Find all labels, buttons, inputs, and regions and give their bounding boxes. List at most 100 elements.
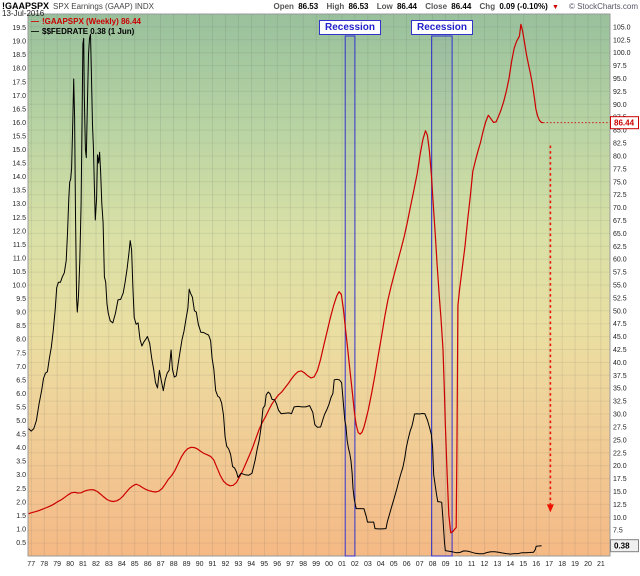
left-axis-labels: 0.5 1.0 1.5 2.0 2.5 3.0 3.5 4.0 4.5 5.0 5.5 6.0 6.5 7… — [12, 25, 26, 547]
svg-text:09: 09 — [442, 561, 450, 568]
svg-text:18.5: 18.5 — [12, 52, 26, 59]
svg-text:97.5: 97.5 — [613, 63, 627, 70]
svg-text:11.5: 11.5 — [13, 242, 26, 249]
svg-text:12.5: 12.5 — [613, 502, 627, 509]
svg-text:7.5: 7.5 — [613, 528, 623, 535]
svg-text:6.0: 6.0 — [16, 391, 26, 398]
svg-text:85.0: 85.0 — [613, 128, 627, 135]
svg-text:87: 87 — [157, 561, 165, 568]
svg-text:67.5: 67.5 — [613, 218, 627, 225]
svg-text:15: 15 — [519, 561, 527, 568]
high-label: High — [326, 2, 345, 11]
svg-text:6.5: 6.5 — [16, 377, 26, 384]
close-value: 86.44 — [451, 2, 472, 11]
legend-item-gaapspx: — !GAAPSPX (Weekly) 86.44 — [31, 17, 141, 27]
svg-text:32.5: 32.5 — [613, 399, 627, 406]
legend-item-fedrate: — $$FEDRATE 0.38 (1 Jun) — [31, 27, 141, 37]
svg-text:102.5: 102.5 — [613, 37, 631, 44]
svg-text:100.0: 100.0 — [613, 50, 631, 57]
svg-text:8.0: 8.0 — [16, 337, 26, 344]
svg-text:14.0: 14.0 — [12, 174, 26, 181]
last-value-tag-text: 86.44 — [614, 119, 635, 128]
high-value: 86.53 — [348, 2, 369, 11]
svg-text:16: 16 — [532, 561, 540, 568]
svg-text:15.5: 15.5 — [12, 133, 26, 140]
svg-text:81: 81 — [79, 561, 87, 568]
chg-label: Chg — [479, 2, 496, 11]
svg-text:19.0: 19.0 — [12, 39, 26, 46]
recession-bands — [344, 35, 453, 557]
svg-text:18.0: 18.0 — [12, 66, 26, 73]
low-label: Low — [376, 2, 393, 11]
svg-text:1.5: 1.5 — [16, 513, 26, 520]
svg-text:52.5: 52.5 — [613, 295, 627, 302]
svg-text:7.5: 7.5 — [16, 350, 26, 357]
svg-text:03: 03 — [364, 561, 372, 568]
svg-text:70.0: 70.0 — [613, 205, 627, 212]
legend-label: $$FEDRATE 0.38 (1 Jun) — [42, 26, 135, 36]
svg-text:20: 20 — [584, 561, 592, 568]
svg-text:95: 95 — [260, 561, 268, 568]
svg-text:50.0: 50.0 — [613, 308, 627, 315]
title-row: !GAAPSPX SPX Earnings (GAAP) INDX Open 8… — [0, 0, 640, 11]
svg-text:75.0: 75.0 — [613, 179, 627, 186]
svg-text:45.0: 45.0 — [613, 334, 627, 341]
svg-text:91: 91 — [209, 561, 217, 568]
svg-text:85: 85 — [131, 561, 139, 568]
svg-text:19: 19 — [571, 561, 579, 568]
svg-text:14.5: 14.5 — [12, 161, 26, 168]
svg-text:10: 10 — [455, 561, 463, 568]
svg-text:62.5: 62.5 — [613, 244, 627, 251]
svg-text:92: 92 — [222, 561, 230, 568]
svg-text:17.5: 17.5 — [613, 476, 627, 483]
svg-text:9.5: 9.5 — [16, 296, 26, 303]
copyright: © StockCharts.com — [568, 2, 638, 11]
symbol-description: SPX Earnings (GAAP) INDX — [53, 2, 154, 11]
svg-text:65.0: 65.0 — [613, 231, 627, 238]
svg-text:90.0: 90.0 — [613, 102, 627, 109]
svg-text:8.5: 8.5 — [16, 323, 26, 330]
svg-text:17.5: 17.5 — [12, 79, 26, 86]
close-label: Close — [425, 2, 448, 11]
svg-text:7.0: 7.0 — [16, 364, 26, 371]
svg-text:08: 08 — [429, 561, 437, 568]
svg-text:98: 98 — [299, 561, 307, 568]
svg-text:60.0: 60.0 — [613, 257, 627, 264]
svg-text:86: 86 — [144, 561, 152, 568]
svg-text:42.5: 42.5 — [613, 347, 627, 354]
svg-text:105.0: 105.0 — [613, 24, 631, 31]
recession-band — [344, 35, 356, 557]
svg-text:79: 79 — [53, 561, 61, 568]
svg-text:00: 00 — [325, 561, 333, 568]
svg-text:15.0: 15.0 — [12, 147, 26, 154]
svg-text:55.0: 55.0 — [613, 283, 627, 290]
svg-text:99: 99 — [312, 561, 320, 568]
fedrate-line — [28, 33, 542, 555]
svg-text:30.0: 30.0 — [613, 412, 627, 419]
svg-text:27.5: 27.5 — [613, 425, 627, 432]
recession-annotation-2: Recession — [411, 20, 474, 35]
svg-text:13.0: 13.0 — [12, 201, 26, 208]
svg-text:90: 90 — [196, 561, 204, 568]
symbol: !GAAPSPX — [2, 1, 50, 11]
svg-text:17.0: 17.0 — [12, 93, 26, 100]
last-value-tag-box — [610, 539, 639, 553]
svg-text:10.0: 10.0 — [12, 283, 26, 290]
svg-text:97: 97 — [286, 561, 294, 568]
svg-text:93: 93 — [235, 561, 243, 568]
svg-text:20.0: 20.0 — [613, 463, 627, 470]
low-value: 86.44 — [396, 2, 417, 11]
svg-text:80: 80 — [66, 561, 74, 568]
svg-text:0.5: 0.5 — [16, 540, 26, 547]
series-lines — [28, 23, 544, 555]
chg-value: 0.09 (-0.10%) — [499, 2, 548, 11]
svg-text:12.5: 12.5 — [12, 215, 26, 222]
svg-text:18: 18 — [558, 561, 566, 568]
change-down-icon: ▼ — [552, 4, 559, 11]
ohlc-summary: Open 86.53 High 86.53 Low 86.44 Close 86… — [268, 2, 559, 11]
svg-text:07: 07 — [416, 561, 424, 568]
svg-text:78: 78 — [40, 561, 48, 568]
svg-text:72.5: 72.5 — [613, 192, 627, 199]
svg-text:10.5: 10.5 — [12, 269, 26, 276]
